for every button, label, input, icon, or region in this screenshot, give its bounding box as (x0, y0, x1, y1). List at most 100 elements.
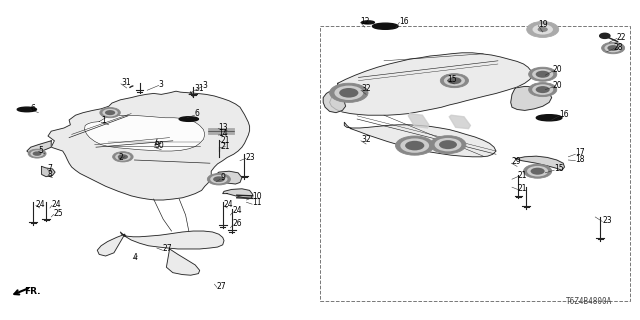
Circle shape (529, 67, 557, 81)
Text: FR.: FR. (24, 287, 41, 296)
Ellipse shape (362, 21, 374, 24)
Polygon shape (210, 171, 242, 184)
Circle shape (532, 24, 553, 35)
Circle shape (210, 175, 228, 183)
Text: 16: 16 (559, 110, 569, 119)
Circle shape (113, 152, 133, 162)
Polygon shape (84, 115, 205, 151)
Text: 25: 25 (54, 209, 63, 218)
Polygon shape (27, 141, 51, 154)
Text: 1: 1 (101, 116, 106, 125)
Text: 3: 3 (202, 81, 207, 90)
Circle shape (538, 27, 548, 32)
Polygon shape (449, 115, 470, 129)
Polygon shape (120, 231, 224, 249)
Circle shape (100, 108, 120, 118)
Circle shape (430, 136, 466, 154)
Polygon shape (408, 114, 429, 128)
Circle shape (607, 45, 619, 51)
Text: 24: 24 (223, 200, 233, 209)
Text: 32: 32 (361, 135, 371, 144)
Circle shape (447, 77, 461, 84)
Circle shape (396, 136, 434, 155)
Circle shape (444, 75, 465, 86)
Circle shape (28, 149, 46, 158)
Polygon shape (97, 234, 125, 256)
Polygon shape (48, 91, 250, 200)
Text: 10: 10 (252, 192, 262, 201)
Circle shape (531, 168, 545, 175)
Text: 24: 24 (52, 200, 61, 209)
Circle shape (527, 21, 559, 37)
Text: 29: 29 (511, 157, 521, 166)
Circle shape (115, 153, 131, 161)
Circle shape (102, 109, 118, 116)
Text: 31: 31 (195, 84, 204, 93)
Circle shape (335, 86, 364, 100)
Bar (320, 26, 630, 301)
Text: 23: 23 (246, 153, 255, 162)
Circle shape (527, 166, 548, 177)
Text: 16: 16 (399, 17, 409, 26)
Text: 4: 4 (133, 253, 138, 262)
Circle shape (536, 86, 550, 93)
Circle shape (339, 88, 358, 98)
Polygon shape (166, 249, 200, 275)
Circle shape (213, 176, 225, 182)
Circle shape (524, 164, 552, 178)
Circle shape (401, 138, 429, 153)
Text: 18: 18 (575, 155, 585, 164)
Circle shape (529, 83, 557, 97)
Circle shape (532, 84, 553, 95)
Circle shape (536, 71, 550, 78)
Text: 28: 28 (614, 43, 623, 52)
Bar (208, 128, 234, 134)
Text: 9: 9 (220, 173, 225, 182)
Text: 20: 20 (553, 65, 563, 74)
Text: 26: 26 (233, 219, 243, 228)
Text: 5: 5 (38, 146, 44, 155)
Text: 31: 31 (121, 78, 131, 87)
Ellipse shape (17, 107, 36, 112)
Text: 3: 3 (159, 80, 164, 89)
Text: 19: 19 (538, 20, 548, 29)
Polygon shape (42, 166, 55, 177)
Polygon shape (515, 156, 564, 170)
Polygon shape (223, 189, 253, 198)
Ellipse shape (536, 115, 562, 121)
Text: 2: 2 (118, 153, 123, 162)
Text: 15: 15 (447, 75, 457, 84)
Polygon shape (323, 90, 346, 113)
Circle shape (207, 173, 230, 185)
Text: 27: 27 (163, 244, 172, 253)
Text: 17: 17 (575, 148, 585, 157)
Circle shape (439, 140, 457, 149)
Text: 21: 21 (518, 171, 527, 180)
Text: 30: 30 (154, 141, 164, 150)
Polygon shape (511, 86, 552, 110)
Text: 22: 22 (617, 33, 627, 42)
Text: 11: 11 (252, 198, 262, 207)
Text: 21: 21 (518, 184, 527, 193)
Text: 6: 6 (195, 109, 200, 118)
Polygon shape (344, 122, 496, 157)
Circle shape (118, 154, 128, 159)
Text: T6Z4B4800A: T6Z4B4800A (566, 297, 612, 306)
Text: 20: 20 (553, 81, 563, 90)
Text: 8: 8 (47, 170, 52, 179)
Circle shape (405, 141, 424, 150)
Circle shape (31, 150, 44, 157)
Polygon shape (330, 53, 532, 115)
Text: 6: 6 (31, 104, 36, 113)
Text: 21: 21 (220, 142, 230, 151)
Circle shape (105, 110, 115, 115)
Circle shape (33, 151, 42, 156)
Text: 13: 13 (218, 123, 228, 132)
Text: 12: 12 (360, 17, 370, 26)
Ellipse shape (372, 23, 398, 29)
Ellipse shape (179, 117, 198, 121)
Circle shape (330, 83, 368, 102)
Circle shape (600, 33, 610, 38)
Text: 24: 24 (36, 200, 45, 209)
Circle shape (605, 44, 622, 52)
